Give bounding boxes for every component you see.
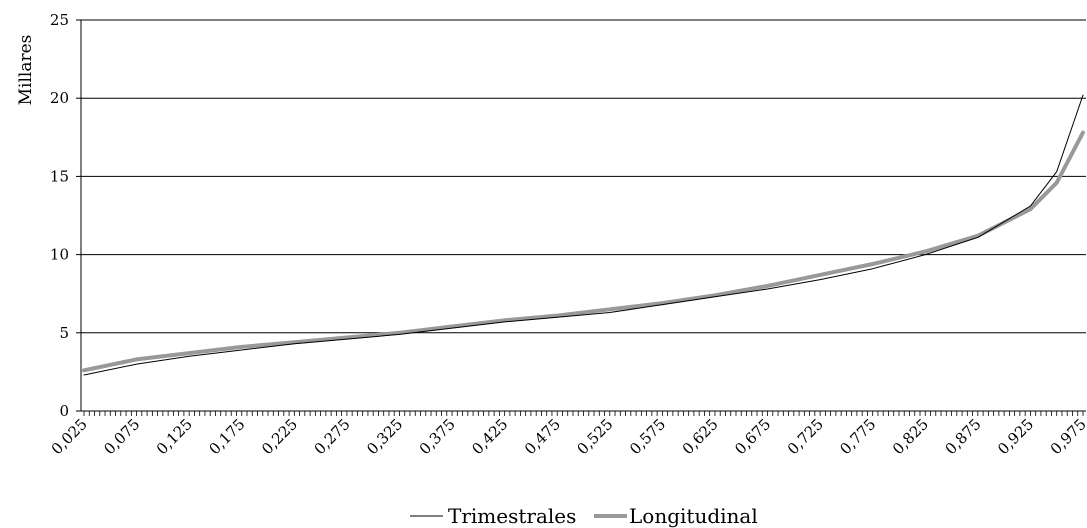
y-axis-title: Millares [16, 35, 36, 106]
y-tick-label: 10 [50, 246, 69, 264]
x-tick-label: 0,675 [731, 415, 774, 458]
x-tick-label: 0,525 [574, 415, 617, 458]
x-tick-label: 0,125 [153, 415, 196, 458]
y-tick-label: 25 [50, 11, 69, 29]
x-tick-label: 0,175 [205, 415, 248, 458]
x-axis-ticks: 0,025 0,075 0,125 0,175 0,225 0,275 0,325 0,375… [48, 411, 1087, 458]
x-tick-label: 0,225 [258, 415, 301, 458]
x-tick-label: 0,375 [416, 415, 459, 458]
x-tick-label: 0,625 [679, 415, 722, 458]
legend-label-longitudinal: Longitudinal [629, 504, 758, 528]
x-tick-label: 0,975 [1047, 415, 1087, 458]
y-axis-ticks: 0 5 10 15 20 25 [50, 11, 81, 420]
series-line-longitudinal [82, 130, 1085, 373]
x-tick-label: 0,325 [363, 415, 406, 458]
y-tick-label: 15 [50, 167, 69, 185]
legend-label-trimestrales: Trimestrales [448, 504, 576, 528]
series-line-trimestrales [83, 94, 1084, 376]
x-tick-label: 0,075 [100, 415, 143, 458]
x-tick-label: 0,775 [836, 415, 879, 458]
x-tick-label: 0,925 [994, 415, 1037, 458]
x-tick-label: 0,725 [784, 415, 827, 458]
legend: Trimestrales Longitudinal [410, 504, 758, 528]
x-tick-label: 0,425 [468, 415, 511, 458]
x-tick-label: 0,475 [521, 415, 564, 458]
y-tick-label: 5 [59, 324, 69, 342]
x-tick-label: 0,575 [626, 415, 669, 458]
gridlines [81, 19, 1086, 334]
y-tick-label: 0 [59, 402, 69, 420]
x-tick-label: 0,825 [889, 415, 932, 458]
x-tick-label: 0,275 [311, 415, 354, 458]
x-tick-label: 0,875 [942, 415, 985, 458]
series-layer [82, 94, 1085, 376]
x-tick-label: 0,025 [48, 415, 91, 458]
y-tick-label: 20 [50, 89, 69, 107]
